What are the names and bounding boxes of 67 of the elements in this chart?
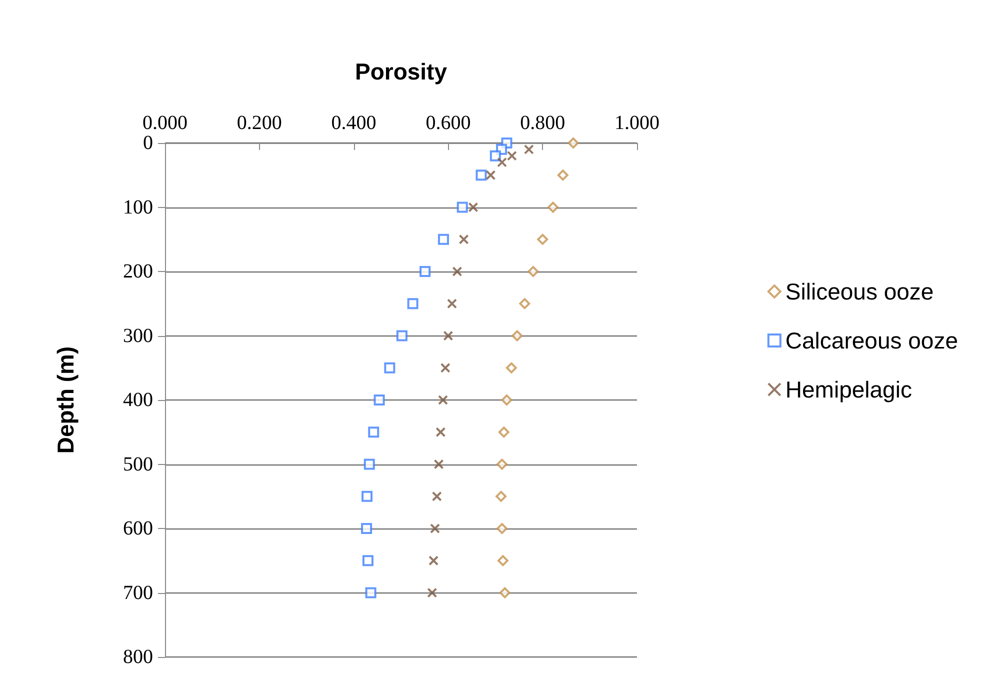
point <box>519 298 530 310</box>
point <box>499 587 510 598</box>
point <box>496 490 507 502</box>
point <box>501 394 512 406</box>
point <box>436 427 446 438</box>
point <box>496 523 508 534</box>
x-tick-label: 0.400 <box>331 112 376 134</box>
point <box>456 202 468 213</box>
legend-label: Calcareous ooze <box>785 328 958 354</box>
point <box>428 556 439 566</box>
x-tick-label: 0.200 <box>236 112 282 134</box>
point <box>432 491 442 502</box>
point <box>524 144 534 154</box>
y-tick-label: 100 <box>123 196 153 218</box>
legend-label: Hemipelagic <box>785 376 912 402</box>
point <box>506 362 517 374</box>
point <box>443 330 454 341</box>
point <box>512 330 523 342</box>
point <box>497 157 508 168</box>
y-tick-label: 800 <box>123 646 153 668</box>
x-tick-label: 0.800 <box>520 112 566 134</box>
x-tick-label: 0.600 <box>426 112 471 134</box>
point <box>486 170 496 180</box>
point <box>434 459 444 470</box>
point <box>368 426 380 438</box>
x-tick-label: 1.000 <box>614 112 660 134</box>
point <box>476 170 487 181</box>
y-tick-label: 300 <box>123 324 153 347</box>
x-tick-label: 0.000 <box>142 112 188 134</box>
point <box>537 234 548 245</box>
y-tick-label: 0 <box>143 132 153 154</box>
point <box>506 150 517 161</box>
y-tick-label: 200 <box>123 260 153 282</box>
y-tick-label: 700 <box>123 582 153 604</box>
y-tick-label: 400 <box>123 389 153 411</box>
point <box>374 394 385 406</box>
y-tick-label: 600 <box>123 518 153 540</box>
point <box>364 458 375 470</box>
point <box>528 266 539 277</box>
y-axis-title: Depth (m) <box>52 346 78 454</box>
point <box>468 202 478 212</box>
legend-label: Siliceous ooze <box>785 278 934 304</box>
point <box>407 298 418 310</box>
point <box>557 170 568 181</box>
point <box>427 588 438 598</box>
point <box>396 330 408 342</box>
point <box>362 490 373 502</box>
point <box>430 524 440 534</box>
point <box>497 555 508 566</box>
y-tick-label: 500 <box>123 453 153 476</box>
point <box>452 266 462 276</box>
point <box>458 234 469 244</box>
point <box>365 587 376 598</box>
point <box>498 426 510 438</box>
point <box>438 395 448 405</box>
point <box>361 523 372 534</box>
point <box>362 555 374 566</box>
point <box>440 362 450 373</box>
point <box>384 362 396 374</box>
point <box>438 234 449 245</box>
point <box>490 150 501 162</box>
point <box>420 266 431 277</box>
point <box>496 458 508 470</box>
x-axis-title: Porosity <box>354 58 448 84</box>
point <box>446 298 457 309</box>
point <box>568 138 579 148</box>
point <box>547 202 558 213</box>
